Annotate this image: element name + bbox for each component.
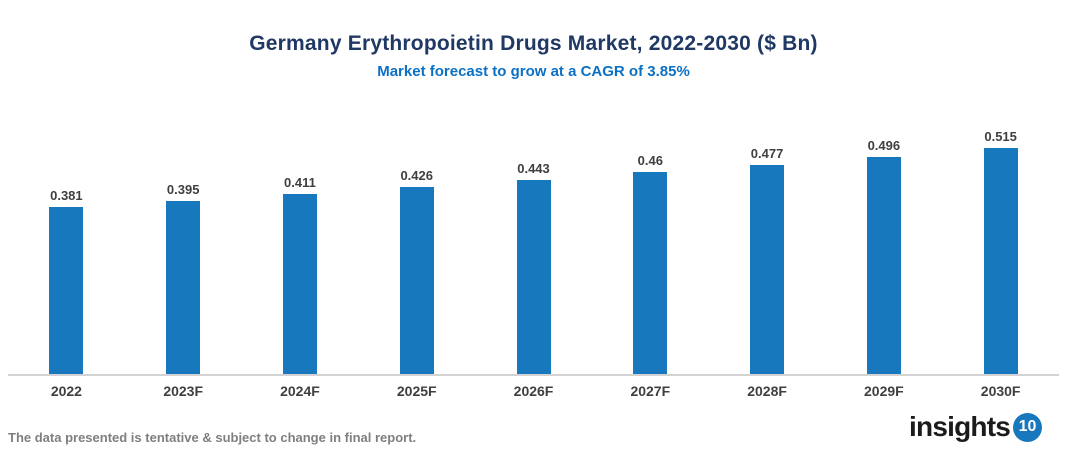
bar (166, 201, 201, 374)
x-axis-label: 2028F (747, 383, 787, 399)
bar-value-label: 0.46 (637, 153, 663, 168)
bar-value-label: 0.395 (166, 182, 200, 197)
bar-column: 0.395 (125, 182, 242, 374)
chart-header: Germany Erythropoietin Drugs Market, 202… (0, 0, 1067, 80)
x-axis-label: 2024F (280, 383, 320, 399)
bar-column: 0.46 (592, 153, 709, 374)
x-axis-label: 2027F (630, 383, 671, 399)
bar-value-label: 0.515 (984, 129, 1017, 144)
bar (516, 180, 551, 374)
bar-column: 0.515 (942, 129, 1059, 374)
disclaimer-text: The data presented is tentative & subjec… (8, 430, 417, 445)
chart-subtitle: Market forecast to grow at a CAGR of 3.8… (377, 63, 690, 80)
bar-column: 0.411 (242, 175, 359, 374)
bar-value-label: 0.443 (517, 161, 550, 176)
x-axis-label: 2029F (864, 383, 904, 399)
bar (750, 165, 785, 374)
x-axis-label: 2022 (50, 383, 82, 399)
bar-column: 0.381 (8, 188, 125, 374)
bar (866, 157, 901, 374)
bar-column: 0.443 (475, 161, 592, 374)
bar-column: 0.426 (358, 168, 475, 374)
logo-badge-icon: 10 (1013, 412, 1042, 442)
bar (399, 187, 434, 374)
bar (49, 207, 84, 374)
x-axis-label: 2030F (980, 383, 1021, 399)
x-axis-label: 2025F (396, 383, 437, 399)
bar (983, 148, 1018, 374)
logo-wordmark: insights (909, 411, 1011, 442)
chart-title: Germany Erythropoietin Drugs Market, 202… (249, 32, 818, 55)
bars-area: 0.381 0.395 0.411 0.426 0.443 0.46 0.477 0.496 0… (8, 114, 1059, 374)
bar (633, 172, 668, 374)
bar-value-label: 0.381 (50, 188, 83, 203)
bar-value-label: 0.496 (867, 138, 901, 153)
bar (282, 194, 317, 374)
bar-value-label: 0.477 (750, 146, 784, 161)
bar-value-label: 0.411 (284, 175, 316, 190)
bar-value-label: 0.426 (400, 168, 433, 183)
x-axis-label: 2026F (513, 383, 554, 399)
bar-column: 0.496 (825, 138, 942, 374)
x-axis-labels: 2022 2023F 2024F 2025F 2026F 2027F 2028F 2029F 2… (8, 376, 1059, 399)
insights10-logo: insights 10 (909, 411, 1042, 443)
x-axis-line (8, 374, 1059, 376)
x-axis-label: 2023F (163, 383, 204, 399)
bar-column: 0.477 (709, 146, 826, 374)
bar-chart: 0.381 0.395 0.411 0.426 0.443 0.46 0.477 0.496 0… (8, 114, 1059, 399)
